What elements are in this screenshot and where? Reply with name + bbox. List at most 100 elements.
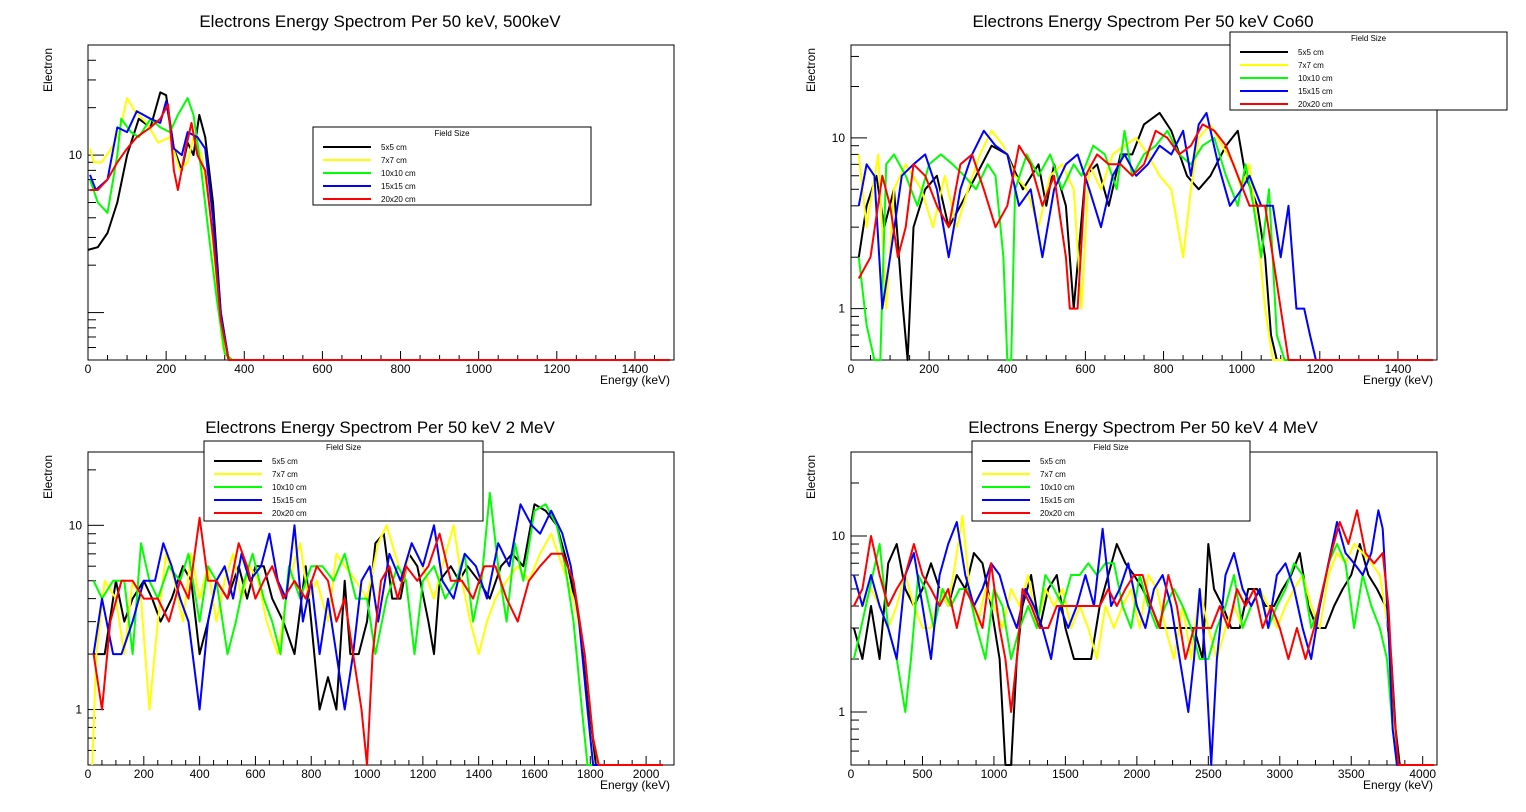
series-line-5 <box>853 509 1435 766</box>
legend-label: 15x15 cm <box>1040 496 1075 505</box>
legend-label: 10x10 cm <box>1298 74 1333 83</box>
x-tick-label: 2500 <box>1195 767 1222 781</box>
legend-box <box>203 440 484 522</box>
x-tick-label: 600 <box>312 362 332 376</box>
legend-title: Field Size <box>434 129 470 138</box>
y-axis-label: Electron <box>41 455 55 499</box>
chart-title: Electrons Energy Spectrom Per 50 keV Co6… <box>972 12 1313 31</box>
x-tick-label: 2000 <box>1124 767 1151 781</box>
y-tick-label: 10 <box>69 148 83 162</box>
legend-label: 5x5 cm <box>1298 48 1324 57</box>
x-tick-label: 800 <box>301 767 321 781</box>
x-tick-label: 800 <box>1154 362 1174 376</box>
legend-label: 5x5 cm <box>381 143 407 152</box>
x-tick-label: 400 <box>190 767 210 781</box>
y-tick-label: 1 <box>838 302 845 316</box>
x-tick-label: 1200 <box>1306 362 1333 376</box>
legend: Field Size 5x5 cm 7x7 cm 10x10 cm 15x15 cm 20… <box>312 126 592 206</box>
x-tick-label: 3000 <box>1266 767 1293 781</box>
legend-box <box>971 440 1251 522</box>
chart-panel-3: Electrons Energy Spectrom Per 50 keV 2 M… <box>41 418 675 792</box>
chart-title: Electrons Energy Spectrom Per 50 keV, 50… <box>199 12 561 31</box>
legend: Field Size 5x5 cm 7x7 cm 10x10 cm 15x15 cm 20… <box>1229 31 1508 111</box>
legend-label: 20x20 cm <box>1298 100 1333 109</box>
x-tick-label: 1800 <box>577 767 604 781</box>
series-line-2 <box>852 514 1435 766</box>
x-tick-label: 1400 <box>622 362 649 376</box>
x-tick-label: 1000 <box>465 362 492 376</box>
x-tick-label: 600 <box>1075 362 1095 376</box>
x-axis-label: Energy (keV) <box>600 373 670 387</box>
x-tick-label: 1600 <box>521 767 548 781</box>
x-tick-label: 3500 <box>1338 767 1365 781</box>
series-line-1 <box>857 111 1434 361</box>
x-tick-label: 200 <box>134 767 154 781</box>
x-tick-label: 1200 <box>543 362 570 376</box>
series-line-5 <box>857 123 1434 361</box>
legend-label: 15x15 cm <box>272 496 307 505</box>
y-tick-label: 10 <box>69 518 83 532</box>
y-axis-label: Electron <box>804 48 818 92</box>
legend-title: Field Size <box>1093 443 1129 452</box>
series-line-2 <box>91 524 663 766</box>
legend-label: 10x10 cm <box>272 483 307 492</box>
y-tick-label: 1 <box>838 705 845 719</box>
legend-label: 7x7 cm <box>1298 61 1324 70</box>
chart-panel-1: Electrons Energy Spectrom Per 50 keV, 50… <box>41 12 675 387</box>
x-tick-label: 0 <box>848 767 855 781</box>
chart-title: Electrons Energy Spectrom Per 50 keV 2 M… <box>205 418 555 437</box>
y-tick-label: 10 <box>832 131 846 145</box>
x-tick-label: 1200 <box>410 767 437 781</box>
legend: Field Size 5x5 cm 7x7 cm 10x10 cm 15x15 cm 20… <box>203 440 484 522</box>
x-tick-label: 1000 <box>981 767 1008 781</box>
x-tick-label: 1500 <box>1052 767 1079 781</box>
y-tick-label: 10 <box>832 529 846 543</box>
series-line-5 <box>90 103 671 361</box>
legend-title: Field Size <box>326 443 362 452</box>
legend-label: 15x15 cm <box>381 182 416 191</box>
legend-label: 5x5 cm <box>272 457 298 466</box>
x-tick-label: 400 <box>234 362 254 376</box>
x-tick-label: 1400 <box>1385 362 1412 376</box>
chart-panel-4: Electrons Energy Spectrom Per 50 keV 4 M… <box>804 418 1438 792</box>
y-tick-label: 1 <box>75 703 82 717</box>
legend-label: 20x20 cm <box>381 195 416 204</box>
legend-label: 7x7 cm <box>1040 470 1066 479</box>
legend-title: Field Size <box>1351 34 1387 43</box>
series-line-4 <box>92 503 663 766</box>
x-tick-label: 800 <box>391 362 411 376</box>
y-axis-label: Electron <box>41 48 55 92</box>
series-line-4 <box>852 509 1435 766</box>
legend-label: 10x10 cm <box>1040 483 1075 492</box>
x-tick-label: 2000 <box>633 767 660 781</box>
x-tick-label: 0 <box>848 362 855 376</box>
x-axis-label: Energy (keV) <box>600 778 670 792</box>
series-line-5 <box>92 516 663 766</box>
legend-box <box>1229 31 1508 111</box>
legend-label: 20x20 cm <box>1040 509 1075 518</box>
chart-title: Electrons Energy Spectrom Per 50 keV 4 M… <box>968 418 1318 437</box>
x-tick-label: 600 <box>245 767 265 781</box>
x-tick-label: 0 <box>85 362 92 376</box>
legend-label: 7x7 cm <box>272 470 298 479</box>
x-tick-label: 0 <box>85 767 92 781</box>
x-tick-label: 500 <box>912 767 932 781</box>
series-line-4 <box>857 111 1434 361</box>
x-tick-label: 4000 <box>1409 767 1436 781</box>
x-axis-label: Energy (keV) <box>1363 778 1433 792</box>
x-tick-label: 1400 <box>465 767 492 781</box>
legend: Field Size 5x5 cm 7x7 cm 10x10 cm 15x15 cm 20… <box>971 440 1251 522</box>
x-tick-label: 200 <box>156 362 176 376</box>
x-tick-label: 200 <box>919 362 939 376</box>
legend-label: 5x5 cm <box>1040 457 1066 466</box>
legend-label: 7x7 cm <box>381 156 407 165</box>
legend-label: 10x10 cm <box>381 169 416 178</box>
x-axis-label: Energy (keV) <box>1363 373 1433 387</box>
series-line-3 <box>857 129 1434 361</box>
legend-box <box>312 126 592 206</box>
chart-panel-2: Electrons Energy Spectrom Per 50 keV Co6… <box>804 12 1508 387</box>
y-axis-label: Electron <box>804 455 818 499</box>
x-tick-label: 1000 <box>354 767 381 781</box>
series-line-3 <box>92 491 663 766</box>
